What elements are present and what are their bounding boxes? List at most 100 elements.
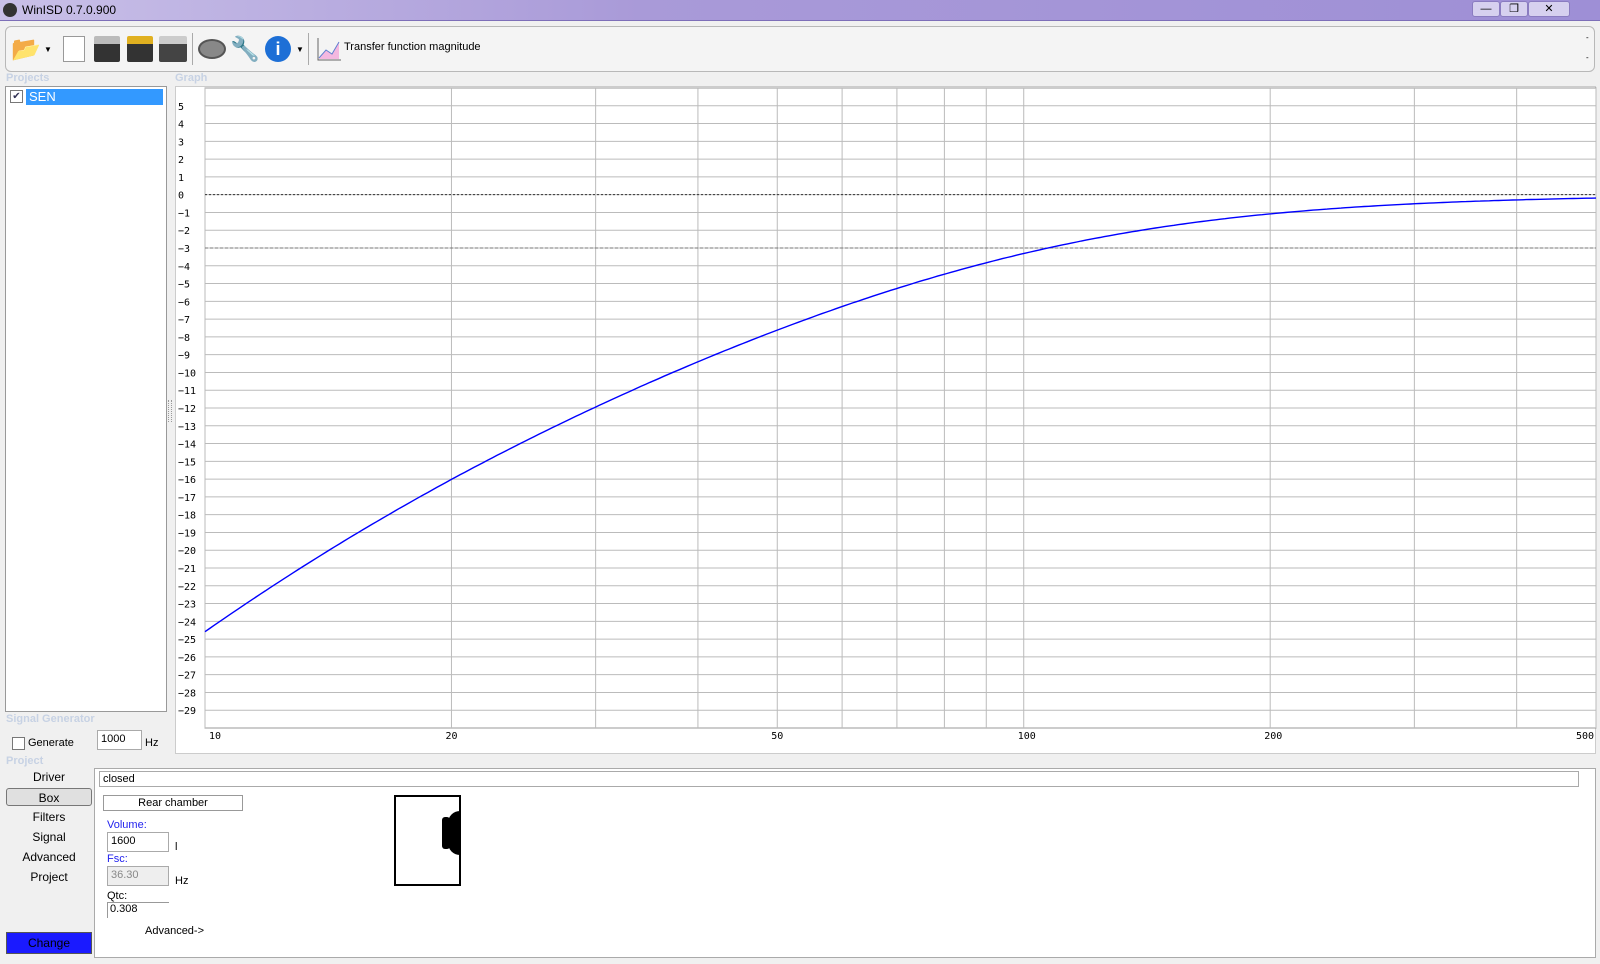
title-bar: WinISD 0.7.0.900 — ❐ ✕ (0, 0, 1600, 21)
y-tick-label: −28 (178, 688, 196, 699)
x-tick-label: 100 (1018, 731, 1036, 742)
frequency-input[interactable]: 1000 (97, 730, 142, 750)
fsc-label: Fsc: (107, 853, 128, 865)
y-tick-label: −17 (178, 493, 196, 504)
y-tick-label: −21 (178, 564, 196, 575)
toolbar-scroll-up[interactable]: - (1586, 33, 1589, 42)
qtc-label: Qtc: (107, 890, 128, 902)
change-button[interactable]: Change (6, 932, 92, 954)
minimize-button[interactable]: — (1472, 1, 1500, 17)
y-tick-label: −25 (178, 635, 196, 646)
y-tick-label: −5 (178, 280, 190, 291)
y-tick-label: −16 (178, 475, 196, 486)
speaker-cone-icon (448, 811, 461, 855)
toolbar-separator (308, 33, 309, 65)
y-tick-label: −8 (178, 333, 190, 344)
toolbar-scroll-down[interactable]: - (1586, 53, 1589, 62)
toolbar-separator (192, 33, 193, 65)
graph-label: Graph (175, 72, 208, 84)
y-tick-label: −2 (178, 226, 190, 237)
y-tick-label: −27 (178, 671, 196, 682)
y-tick-label: 1 (178, 173, 184, 184)
volume-input[interactable]: 1600 (107, 832, 169, 852)
x-tick-label: 10 (209, 731, 221, 742)
y-tick-label: −3 (178, 244, 190, 255)
box-type-field[interactable]: closed (99, 771, 1579, 787)
y-tick-label: −13 (178, 422, 196, 433)
tools-icon[interactable]: 🔧 (230, 35, 260, 63)
window-title: WinISD 0.7.0.900 (22, 3, 117, 17)
y-tick-label: −7 (178, 315, 190, 326)
y-tick-label: −22 (178, 582, 196, 593)
project-label: Project (6, 755, 44, 767)
generate-label: Generate (28, 737, 74, 749)
signal-generator-label: Signal Generator (6, 713, 95, 725)
open-dropdown-icon[interactable]: ▼ (44, 45, 52, 54)
driver-icon[interactable] (196, 33, 228, 65)
graph-icon[interactable] (313, 33, 345, 65)
advanced-link[interactable]: Advanced-> (145, 925, 205, 937)
volume-label: Volume: (107, 819, 147, 831)
graph-type-selector[interactable]: Transfer function magnitude (344, 41, 481, 53)
qtc-input[interactable]: 0.308 (107, 902, 169, 918)
y-tick-label: −15 (178, 457, 196, 468)
project-checkbox[interactable]: ✔ (10, 90, 23, 103)
info-dropdown-icon[interactable]: ▼ (296, 45, 304, 54)
box-diagram (394, 795, 461, 886)
y-tick-label: −9 (178, 351, 190, 362)
close-button[interactable]: ✕ (1528, 1, 1570, 17)
box-panel: closed Rear chamber Volume: 1600 l Fsc: … (94, 768, 1596, 958)
rear-chamber-tab[interactable]: Rear chamber (103, 795, 243, 811)
y-tick-label: −4 (178, 262, 190, 273)
y-tick-label: −6 (178, 297, 190, 308)
nav-driver[interactable]: Driver (33, 770, 65, 784)
projects-label: Projects (6, 72, 50, 84)
y-tick-label: −26 (178, 653, 196, 664)
y-tick-label: 4 (178, 120, 184, 131)
nav-advanced[interactable]: Advanced (22, 850, 76, 864)
y-tick-label: 0 (178, 191, 184, 202)
graph-panel: 5 4 3 2 1 0 −1 −2 −3 −4 −5 −6 −7 −8 −9 −10 −11 −12 −13 −14−… (175, 86, 1597, 754)
y-tick-label: −18 (178, 511, 196, 522)
x-tick-label: 20 (445, 731, 457, 742)
project-item-sen[interactable]: SEN (26, 89, 163, 105)
transfer-function-chart: 543210−1−2−3−4−5−6−7−8−9−10−11−12−13−14−… (178, 87, 1597, 742)
nav-signal[interactable]: Signal (32, 830, 66, 844)
save-icon[interactable] (91, 33, 123, 65)
toolbar: 📂 ▼ 🔧 i ▼ Transfer function magnitude - … (5, 26, 1595, 72)
y-tick-label: −10 (178, 368, 196, 379)
fsc-unit: Hz (175, 875, 189, 887)
y-tick-label: −1 (178, 208, 190, 219)
y-tick-label: −24 (178, 617, 196, 628)
projects-list: ✔ SEN (5, 86, 167, 712)
restore-button[interactable]: ❐ (1500, 1, 1528, 17)
nav-box[interactable]: Box (6, 788, 92, 806)
nav-project[interactable]: Project (30, 870, 68, 884)
y-tick-label: −12 (178, 404, 196, 415)
info-icon[interactable]: i (262, 33, 294, 65)
y-tick-label: −11 (178, 386, 196, 397)
y-tick-label: −23 (178, 600, 196, 611)
frequency-unit: Hz (145, 737, 159, 749)
generate-checkbox[interactable] (12, 737, 25, 750)
y-tick-label: 5 (178, 102, 184, 113)
y-tick-label: −29 (178, 706, 196, 717)
save-as-icon[interactable] (124, 33, 156, 65)
new-project-icon[interactable] (58, 33, 90, 65)
open-folder-icon[interactable]: 📂 (11, 35, 41, 63)
save-all-icon[interactable] (157, 33, 189, 65)
app-icon (3, 3, 17, 17)
x-tick-label: 50 (771, 731, 783, 742)
y-tick-label: 3 (178, 137, 184, 148)
splitter-handle[interactable] (168, 400, 172, 422)
nav-filters[interactable]: Filters (32, 810, 66, 824)
fsc-field: 36.30 (107, 866, 169, 886)
y-tick-label: −20 (178, 546, 196, 557)
volume-unit: l (175, 841, 178, 853)
x-tick-label: 500 (1576, 731, 1594, 742)
y-tick-label: −14 (178, 440, 196, 451)
speaker-icon (442, 817, 450, 849)
y-tick-label: 2 (178, 155, 184, 166)
x-tick-label: 200 (1264, 731, 1282, 742)
response-curve (204, 197, 1597, 633)
